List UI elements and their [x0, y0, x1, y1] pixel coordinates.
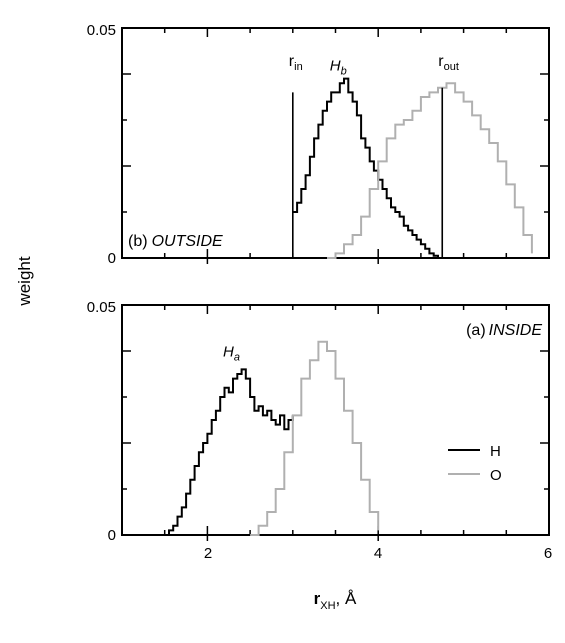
- panel-b-ytick-zero: 0: [108, 250, 116, 267]
- y-axis-title: weight: [15, 256, 34, 306]
- panel-a-ytick-zero: 0: [108, 527, 116, 544]
- panel-b-series: [292, 77, 533, 259]
- x-axis-title-unit: , Å: [336, 589, 357, 608]
- legend-label-o: O: [490, 467, 502, 484]
- panel-b-ytick-top: 0.05: [87, 22, 116, 39]
- xtick-label-4: 4: [374, 545, 382, 562]
- x-axis-title-main: r: [314, 589, 321, 608]
- panel-a-ytick-top: 0.05: [87, 299, 116, 316]
- panel-a-label-prefix: (a): [466, 322, 486, 339]
- panel-b-outside: rin rout Hb 0.05 0 (b) OUTSIDE: [87, 22, 550, 267]
- marker-label-in: rin: [289, 53, 303, 73]
- panel-b-label: (b) OUTSIDE: [128, 233, 223, 250]
- xtick-label-6: 6: [544, 545, 552, 562]
- panel-b-annotations: Hb: [330, 57, 347, 77]
- legend-label-h: H: [490, 443, 501, 460]
- series-line-h: [164, 368, 294, 536]
- series-line-o: [250, 340, 380, 536]
- panel-a-annotations: Ha: [223, 344, 240, 364]
- annotation-h-a: Ha: [223, 344, 240, 364]
- series-line-h: [292, 77, 439, 258]
- panel-b-label-text: OUTSIDE: [152, 233, 223, 250]
- x-axis-title-sub: XH: [320, 600, 335, 612]
- panel-b-markers: rin rout: [289, 53, 459, 258]
- legend: H O: [448, 443, 502, 484]
- panel-a-inside: Ha 0.05 0 2 4 6 (a) INSIDE H O: [87, 299, 552, 562]
- annotation-h-b: Hb: [330, 57, 347, 77]
- panel-b-label-prefix: (b): [128, 233, 148, 250]
- panel-a-label: (a) INSIDE: [466, 322, 542, 339]
- panel-a-ticks: [122, 305, 549, 541]
- panel-b-ticks: [122, 28, 549, 264]
- marker-label-out: rout: [438, 53, 459, 73]
- series-line-o: [327, 82, 533, 259]
- panel-a-series: [164, 340, 380, 536]
- xtick-label-2: 2: [204, 545, 212, 562]
- panel-a-label-text: INSIDE: [489, 322, 543, 339]
- x-axis-title: rXH, Å: [314, 589, 357, 612]
